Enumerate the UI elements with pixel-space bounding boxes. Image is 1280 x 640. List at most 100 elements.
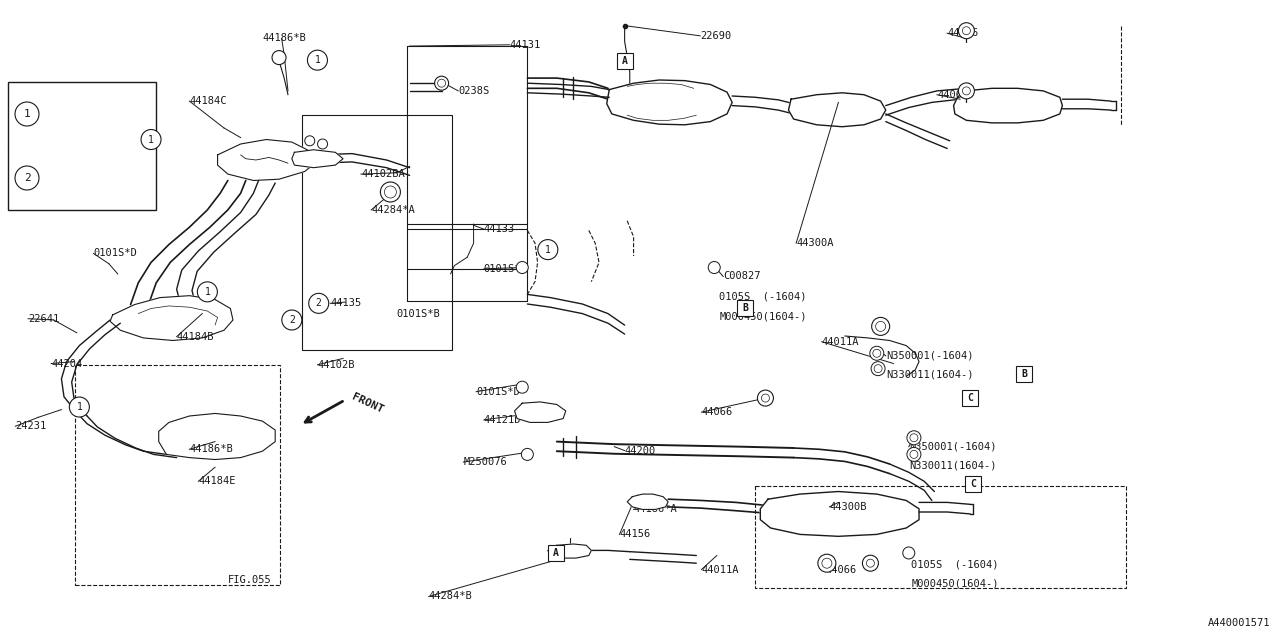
Bar	[548, 545, 563, 561]
Text: N370029: N370029	[56, 109, 104, 119]
Text: 44011A: 44011A	[822, 337, 859, 347]
Bar	[76, 365, 280, 585]
Circle shape	[197, 282, 218, 302]
Text: 0238S: 0238S	[458, 86, 489, 96]
Polygon shape	[218, 140, 317, 180]
Text: 2: 2	[316, 298, 321, 308]
Polygon shape	[627, 494, 668, 509]
Circle shape	[908, 431, 920, 445]
Circle shape	[521, 449, 534, 460]
Bar	[963, 390, 978, 406]
Text: 44066: 44066	[937, 90, 968, 100]
Polygon shape	[292, 150, 343, 168]
Text: FIG.055: FIG.055	[228, 575, 271, 586]
Circle shape	[380, 182, 401, 202]
Circle shape	[15, 166, 38, 190]
Text: 24231: 24231	[15, 421, 46, 431]
Text: 1: 1	[148, 134, 154, 145]
Text: 2: 2	[23, 173, 31, 183]
Polygon shape	[548, 544, 591, 558]
Circle shape	[15, 102, 38, 126]
Circle shape	[872, 317, 890, 335]
Text: 44133: 44133	[484, 224, 515, 234]
Circle shape	[863, 556, 878, 572]
Text: 44300B: 44300B	[829, 502, 867, 512]
Text: 0101S*D: 0101S*D	[93, 248, 137, 259]
Text: 44284*B: 44284*B	[429, 591, 472, 602]
Bar	[965, 476, 980, 492]
Text: 44102B: 44102B	[317, 360, 355, 370]
Text: 44011A: 44011A	[701, 564, 739, 575]
Text: A: A	[622, 56, 627, 67]
Text: 44186*B: 44186*B	[262, 33, 306, 44]
Text: B: B	[742, 303, 748, 314]
Text: 1: 1	[77, 402, 82, 412]
Text: 1: 1	[205, 287, 210, 297]
Text: 1: 1	[545, 244, 550, 255]
Text: 44066: 44066	[701, 407, 732, 417]
Text: M000450(1604-): M000450(1604-)	[719, 311, 806, 321]
Circle shape	[141, 129, 161, 150]
Text: 0105S  (-1604): 0105S (-1604)	[911, 559, 998, 570]
Circle shape	[69, 397, 90, 417]
Text: 44300A: 44300A	[796, 238, 833, 248]
Text: 22641: 22641	[28, 314, 59, 324]
Circle shape	[516, 262, 529, 273]
Circle shape	[959, 83, 974, 99]
Text: 44121D: 44121D	[484, 415, 521, 425]
Circle shape	[282, 310, 302, 330]
Circle shape	[273, 51, 285, 65]
Circle shape	[870, 346, 883, 360]
Text: 44131: 44131	[509, 40, 540, 50]
Bar	[8, 82, 156, 210]
Text: 44184B: 44184B	[177, 332, 214, 342]
Polygon shape	[788, 93, 886, 127]
Text: 44200: 44200	[625, 445, 655, 456]
Text: 1: 1	[23, 109, 31, 119]
Circle shape	[818, 554, 836, 572]
Text: C00827: C00827	[723, 271, 760, 282]
Circle shape	[908, 447, 920, 461]
Text: FRONT: FRONT	[349, 391, 385, 415]
Text: 0101S*B: 0101S*B	[397, 308, 440, 319]
Text: A: A	[553, 548, 558, 558]
Polygon shape	[110, 296, 233, 340]
Circle shape	[959, 23, 974, 39]
Circle shape	[307, 50, 328, 70]
Circle shape	[435, 76, 448, 90]
Text: 44154: 44154	[56, 173, 90, 183]
Text: 2: 2	[289, 315, 294, 325]
Circle shape	[872, 362, 884, 376]
Polygon shape	[954, 88, 1062, 123]
Text: B: B	[1021, 369, 1027, 380]
Circle shape	[538, 239, 558, 260]
Text: 44102BA: 44102BA	[361, 169, 404, 179]
Text: N330011(1604-): N330011(1604-)	[886, 369, 973, 380]
Polygon shape	[159, 413, 275, 460]
Polygon shape	[607, 80, 732, 125]
Text: 44066: 44066	[947, 28, 978, 38]
Bar	[737, 301, 753, 317]
Circle shape	[516, 381, 529, 393]
Circle shape	[708, 262, 721, 273]
Text: 44066: 44066	[826, 564, 856, 575]
Text: N350001(-1604): N350001(-1604)	[886, 351, 973, 361]
Text: 44186*B: 44186*B	[189, 444, 233, 454]
Text: N330011(1604-): N330011(1604-)	[909, 460, 996, 470]
Text: 44284*A: 44284*A	[371, 205, 415, 215]
Circle shape	[305, 136, 315, 146]
Text: M250076: M250076	[463, 457, 507, 467]
Polygon shape	[760, 492, 919, 536]
Text: N350001(-1604): N350001(-1604)	[909, 442, 996, 452]
Text: 0101S*D: 0101S*D	[476, 387, 520, 397]
Text: 1: 1	[315, 55, 320, 65]
Text: 44184C: 44184C	[189, 96, 227, 106]
Text: 44184E: 44184E	[198, 476, 236, 486]
Text: C: C	[968, 393, 973, 403]
Text: 44135: 44135	[330, 298, 361, 308]
Bar	[617, 54, 632, 70]
Polygon shape	[515, 402, 566, 422]
Text: 22690: 22690	[700, 31, 731, 41]
Text: M000450(1604-): M000450(1604-)	[911, 579, 998, 589]
Circle shape	[758, 390, 773, 406]
